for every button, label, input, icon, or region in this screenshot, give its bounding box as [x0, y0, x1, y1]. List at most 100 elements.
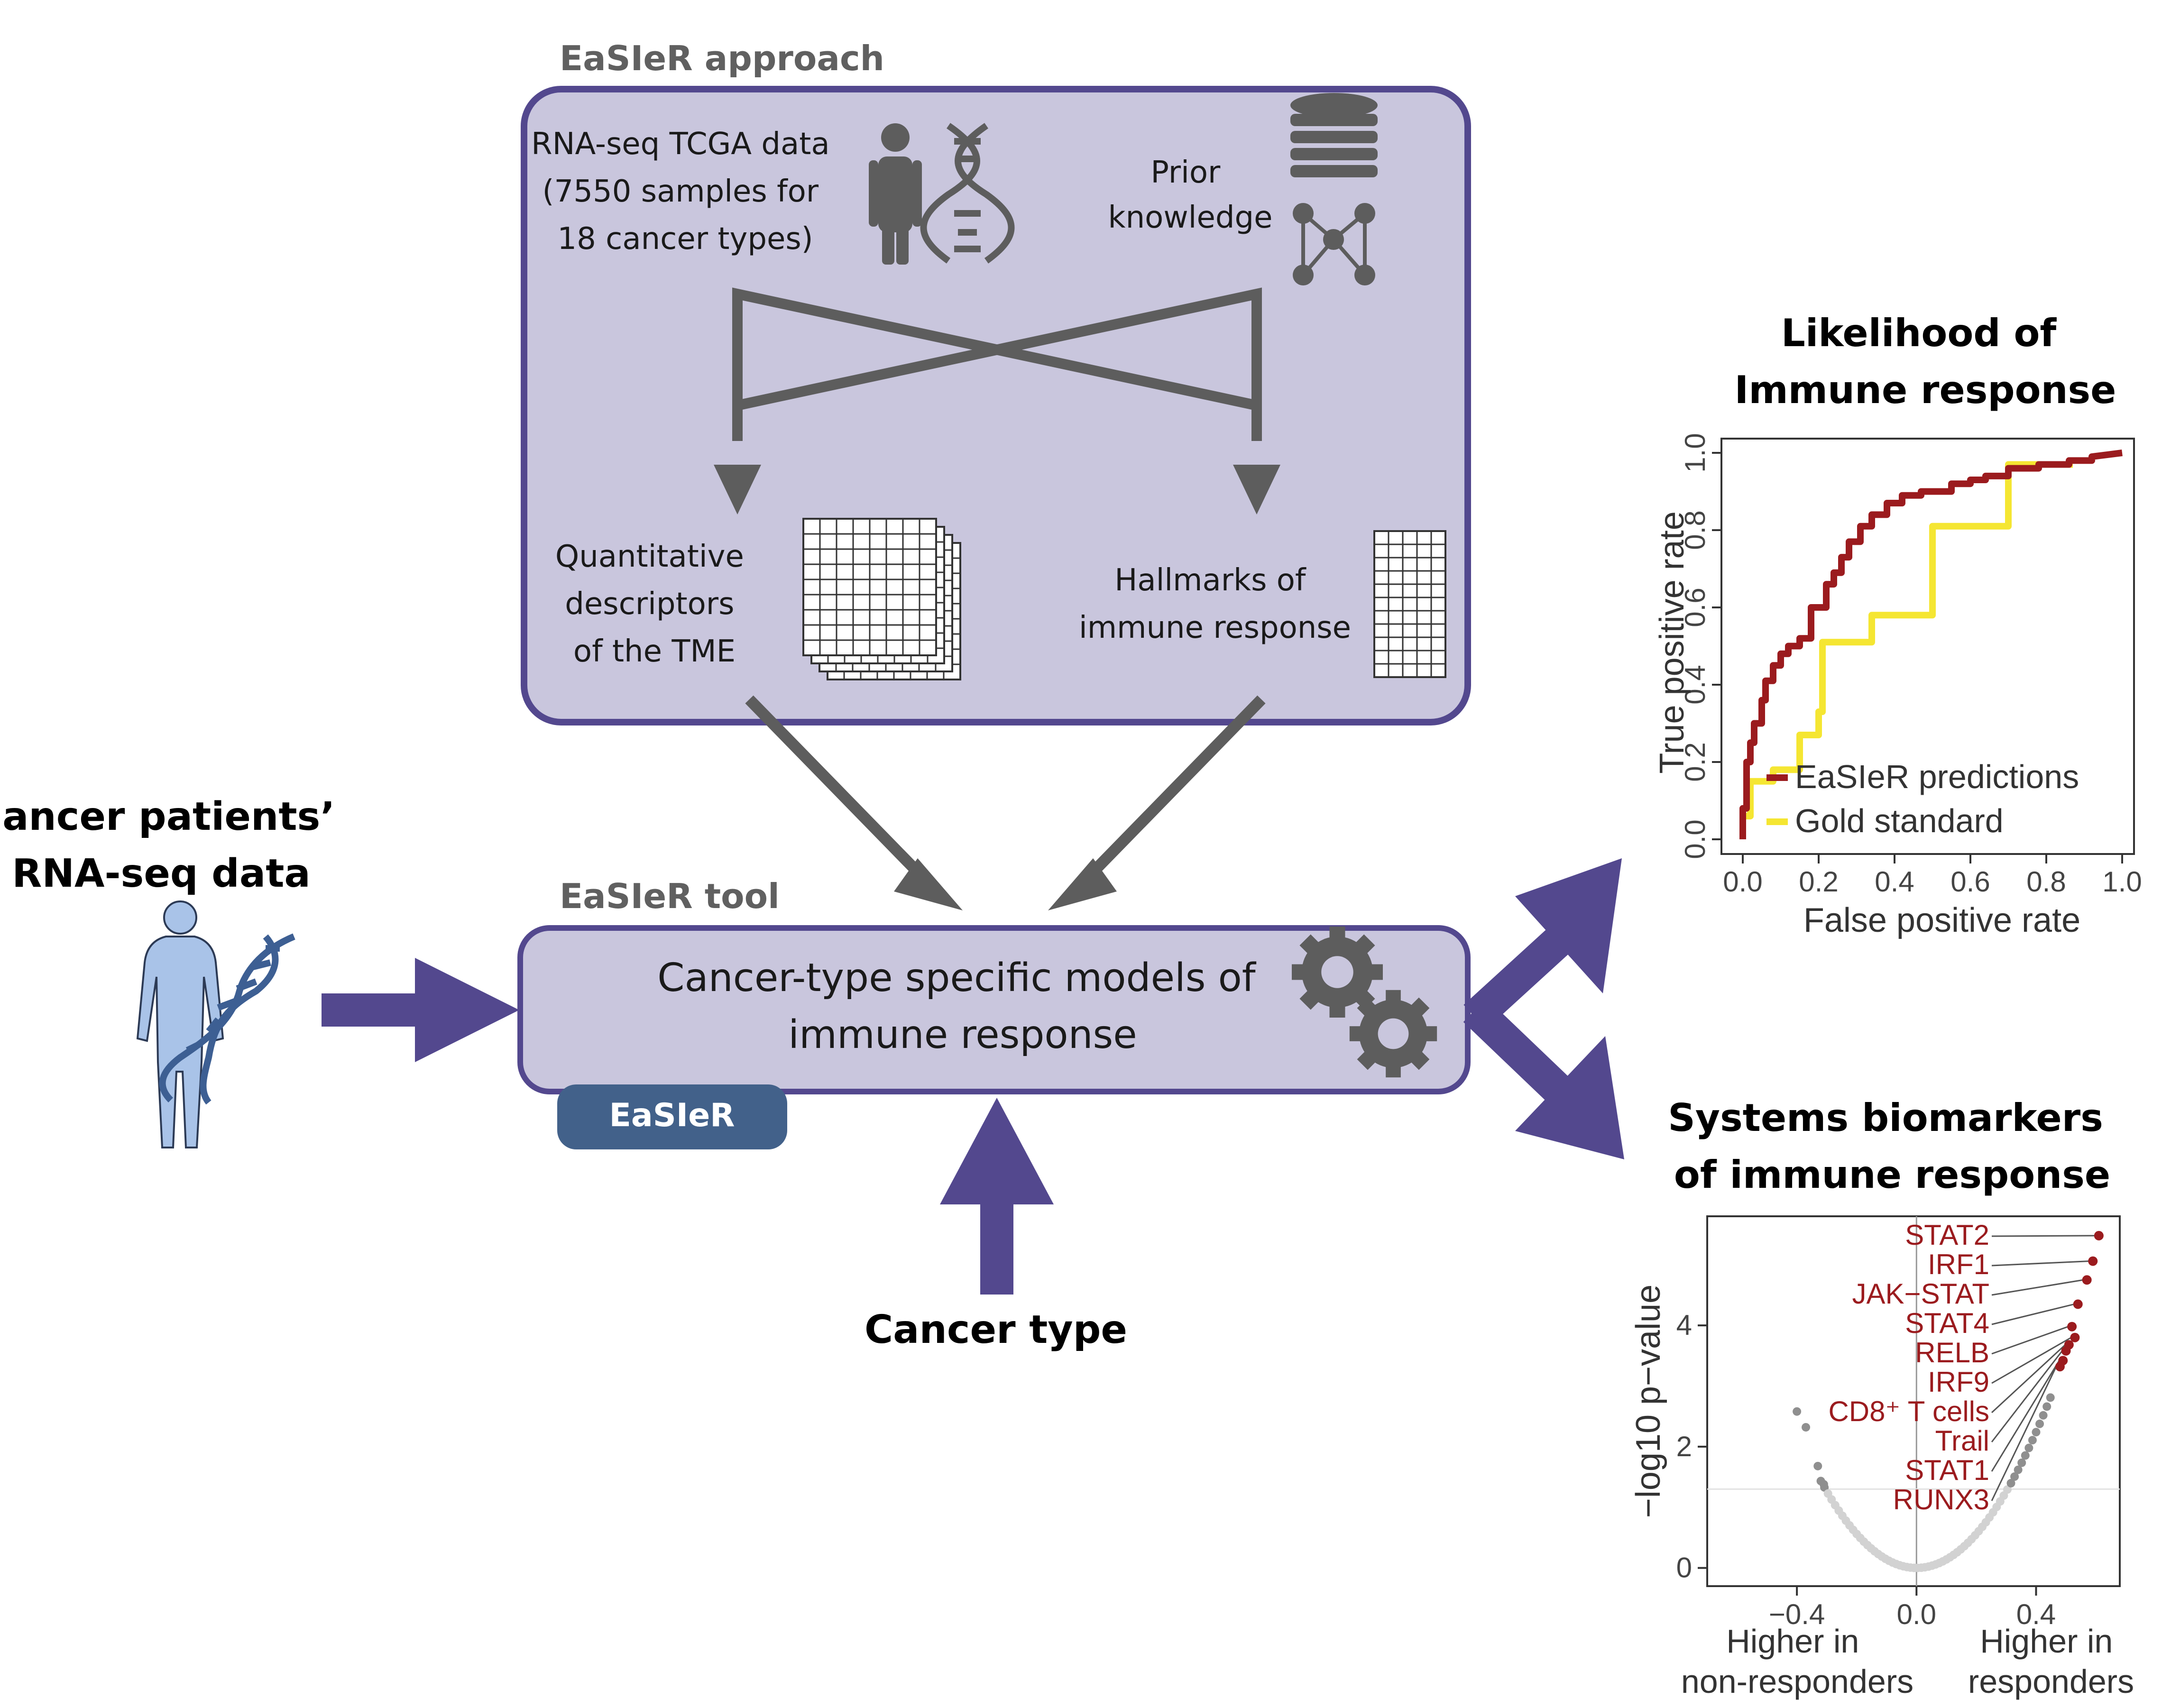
output-arrow-up-head: [1515, 858, 1622, 993]
roc-y-tick-label: 1.0: [1679, 433, 1711, 472]
roc-y-tick-label: 0.2: [1679, 742, 1711, 781]
tool-title: EaSIeR tool: [560, 876, 780, 916]
gears-icon: [1292, 927, 1437, 1078]
volcano-y-axis: 0 2 4: [1676, 1309, 1707, 1584]
roc-x-tick-label: 1.0: [2102, 866, 2142, 898]
descriptor-matrix-icon: [802, 518, 961, 680]
roc-x-axis: 0.0 0.2 0.4 0.6 0.8 1.0: [1723, 854, 2142, 898]
dna-icon: [920, 123, 1015, 264]
volcano-highlight-label: RELB: [1915, 1337, 1989, 1368]
volcano-x-axis: −0.4 0.0 0.4: [1769, 1586, 2056, 1630]
network-icon: [1293, 203, 1375, 285]
volcano-highlight-point: [2082, 1275, 2092, 1285]
hallmarks-label: Hallmarks of immune response: [1079, 563, 1351, 645]
hallmark-matrix-grid: [1373, 530, 1446, 678]
volcano-x-tick-label: −0.4: [1769, 1598, 1825, 1630]
volcano-y-tick-label: 2: [1676, 1431, 1692, 1462]
person-icon: [869, 123, 922, 265]
volcano-highlight-label: CD8⁺ T cells: [1828, 1396, 1989, 1427]
patients-label: Cancer patients’ RNA-seq data: [0, 794, 349, 896]
roc-x-tick-label: 0.8: [2026, 866, 2066, 898]
roc-xlabel: False positive rate: [1803, 901, 2080, 939]
rna-seq-label: RNA-seq TCGA data (7550 samples for 18 c…: [531, 127, 839, 257]
volcano-highlight-label: Trail: [1935, 1425, 1989, 1457]
volcano-point: [2003, 1485, 2012, 1494]
volcano-label-leader: [1991, 1350, 2063, 1442]
patient-arrow: [322, 958, 519, 1062]
volcano-point: [2035, 1419, 2044, 1428]
volcano-x-tick-label: 0.4: [2016, 1598, 2056, 1630]
arrow-approach-to-tool-right: [1070, 695, 1266, 896]
database-icon: [1290, 93, 1378, 177]
volcano-y-tick-label: 0: [1676, 1552, 1692, 1584]
arrow-to-descriptors: [714, 465, 761, 514]
arrow-approach-to-tool-left-head: [894, 858, 963, 910]
approach-box: [521, 86, 1471, 725]
volcano-point: [1813, 1461, 1822, 1470]
volcano-highlight-label: STAT2: [1905, 1219, 1989, 1251]
roc-y-tick-label: 0.6: [1679, 588, 1711, 627]
easier-badge[interactable]: [557, 1084, 787, 1149]
volcano-highlight-label: STAT1: [1905, 1454, 1989, 1486]
roc-title: Likelihood of Immune response: [1735, 311, 2116, 412]
roc-x-tick-label: 0.6: [1950, 866, 1990, 898]
volcano-highlight-point: [2094, 1230, 2104, 1240]
roc-series: [1739, 450, 2123, 839]
volcano-chart: Systems biomarkers of immune response −0…: [1629, 1096, 2134, 1700]
volcano-label-leader: [1991, 1366, 2057, 1501]
volcano-point: [2039, 1411, 2048, 1420]
arrow-to-hallmarks: [1233, 465, 1280, 514]
volcano-label-leader: [1991, 1326, 2069, 1355]
volcano-y-tick-label: 4: [1676, 1309, 1692, 1341]
volcano-point: [2021, 1451, 2030, 1460]
volcano-highlight-point: [2061, 1346, 2071, 1356]
volcano-point: [2010, 1472, 2019, 1481]
volcano-highlight-point: [2070, 1332, 2080, 1342]
approach-panel: EaSIeR approach RNA-seq TCGA data (7550 …: [521, 38, 1471, 725]
tool-panel: EaSIeR tool Cancer-type specific models …: [517, 876, 1471, 1149]
volcano-point: [2042, 1402, 2051, 1411]
volcano-ylabel: −log10 p−value: [1629, 1285, 1667, 1518]
volcano-highlight-label: STAT4: [1905, 1307, 1989, 1339]
tool-box: [517, 925, 1471, 1094]
prior-knowledge-label: Prior knowledge: [1108, 155, 1273, 235]
volcano-point: [2028, 1436, 2037, 1445]
patient-dna-icon: [159, 933, 295, 1105]
roc-y-tick-label: 0.8: [1679, 510, 1711, 550]
volcano-point: [2046, 1393, 2055, 1402]
arrow-approach-to-tool-left: [745, 695, 941, 896]
gold-standard-line: [1739, 461, 2073, 839]
volcano-highlight-point: [2055, 1362, 2065, 1372]
volcano-highlight-label: IRF9: [1928, 1366, 1989, 1398]
roc-y-tick-label: 0.0: [1679, 819, 1711, 859]
volcano-label-leader: [1991, 1279, 2083, 1296]
volcano-point: [1793, 1407, 1802, 1416]
roc-chart: Likelihood of Immune response 0.0 0.2 0.4 0…: [1653, 311, 2142, 939]
volcano-highlight-label: IRF1: [1928, 1249, 1989, 1280]
roc-x-tick-label: 0.4: [1875, 866, 1914, 898]
volcano-point: [2017, 1458, 2026, 1467]
volcano-x-tick-label: 0.0: [1897, 1598, 1936, 1630]
hallmark-matrix-icon: [1373, 530, 1446, 678]
models-label: Cancer-type specific models of immune re…: [657, 955, 1268, 1057]
gear-large-icon: [1292, 927, 1383, 1018]
arrow-approach-to-tool-right-head: [1048, 858, 1117, 910]
volcano-point: [2014, 1465, 2023, 1474]
volcano-point: [1802, 1423, 1811, 1432]
easier-badge-label: EaSIeR: [609, 1097, 735, 1134]
legend-label-gold: Gold standard: [1795, 802, 2004, 839]
volcano-highlight-label: RUNX3: [1893, 1484, 1989, 1515]
patient-body-icon: [136, 900, 224, 1148]
volcano-highlight-point: [2067, 1322, 2077, 1332]
volcano-point: [2024, 1443, 2033, 1452]
roc-x-tick-label: 0.0: [1723, 866, 1762, 898]
volcano-title: Systems biomarkers of immune response: [1668, 1096, 2116, 1197]
gear-small-icon: [1349, 990, 1437, 1078]
output-arrow-down-head: [1515, 1036, 1624, 1159]
volcano-highlight-label: JAK−STAT: [1852, 1278, 1989, 1310]
easier-predictions-line: [1739, 450, 2123, 839]
volcano-reference-lines: [1707, 1216, 2120, 1586]
legend-label-easier: EaSIeR predictions: [1795, 758, 2079, 795]
